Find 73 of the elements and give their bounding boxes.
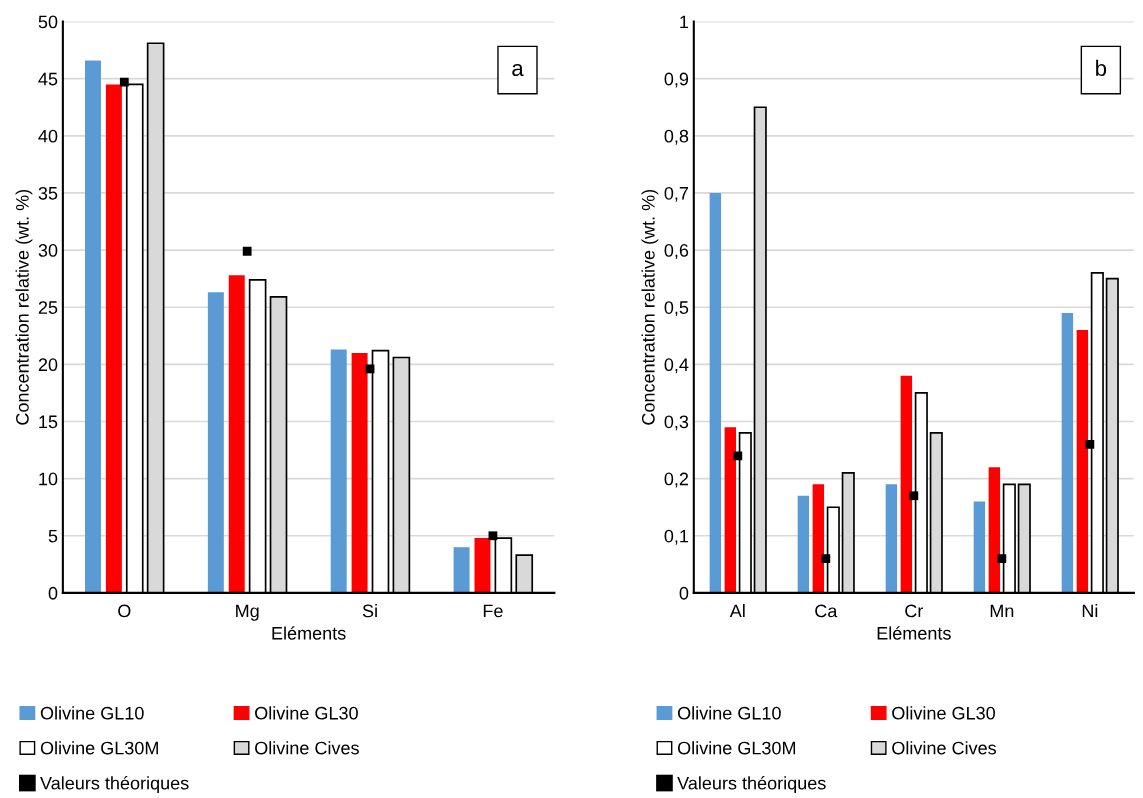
legend-label: Valeurs théoriques [40,776,189,794]
point [997,554,1007,564]
y-axis-title: Concentration relative (wt. %) [641,189,659,425]
x-tick-label: O [118,604,131,618]
bar [885,484,898,593]
x-tick-label: Si [362,604,377,618]
y-tick-label: 0,6 [664,244,689,259]
legend-label: Olivine GL30 [255,706,358,720]
bar [900,375,913,593]
bar [797,495,810,593]
y-tick-label: 0,2 [664,472,689,488]
y-tick-label: 25 [38,301,58,314]
y-tick-label: 0,3 [664,415,689,431]
x-tick-label: Mg [236,604,259,621]
y-tick-label: 15 [39,415,58,429]
annotation: b [1096,59,1107,77]
point [119,77,129,87]
x-axis-title: Eléments [272,626,346,640]
bar [228,275,245,593]
y-tick-label: 0,1 [664,529,689,545]
y-tick-label: 35 [38,186,58,200]
legend-label: Olivine Cives [255,741,359,755]
bar [84,60,101,593]
bar [351,352,368,593]
bar [1061,312,1074,593]
bar [973,501,986,593]
bar [724,427,737,593]
y-tick-label: 10 [39,472,58,486]
legend-label: Olivine Cives [892,741,997,755]
x-axis-title: Eléments [877,626,951,640]
y-tick-label: 0,9 [664,72,689,88]
x-tick-label: Al [729,604,745,618]
point [733,451,743,461]
point [242,246,252,256]
y-tick-label: 0,7 [664,186,689,202]
y-tick-label: 30 [38,244,58,257]
bar [207,292,224,593]
x-tick-label: Cr [905,604,924,618]
y-tick-label: 5 [48,529,58,543]
legend-label: Olivine GL10 [677,706,781,720]
bar [988,467,1001,593]
y-tick-label: 45 [38,72,58,86]
x-tick-label: Ca [815,604,838,618]
y-tick-label: 0,4 [664,358,689,374]
y-tick-label: 0,5 [664,301,689,317]
y-tick-label: 0 [48,586,58,600]
bar [812,484,825,593]
bar [105,84,122,593]
bar [709,192,722,593]
y-tick-label: 0 [679,586,689,600]
bar [1076,330,1089,593]
bar [474,538,491,593]
legend-label: Valeurs théoriques [677,776,826,794]
x-tick-label: Fe [483,604,503,618]
y-axis-title: Concentration relative (wt. %) [15,189,33,425]
x-tick-label: Ni [1082,604,1098,618]
legend-label: Olivine GL30 [892,706,995,720]
legend-label: Olivine GL30M [40,741,158,755]
point [488,531,498,541]
y-tick-label: 1 [680,15,689,29]
y-tick-label: 40 [38,129,58,143]
bar [453,547,470,593]
point [821,554,831,564]
point [1085,439,1095,449]
bar [330,349,347,593]
annotation: a [512,63,524,77]
x-tick-label: Mn [990,604,1014,618]
legend-label: Olivine GL30M [677,741,796,755]
point [909,491,919,501]
y-tick-label: 50 [38,15,58,29]
y-tick-label: 0,8 [664,129,689,145]
y-tick-label: 20 [38,358,58,372]
legend-label: Olivine GL10 [40,706,144,720]
